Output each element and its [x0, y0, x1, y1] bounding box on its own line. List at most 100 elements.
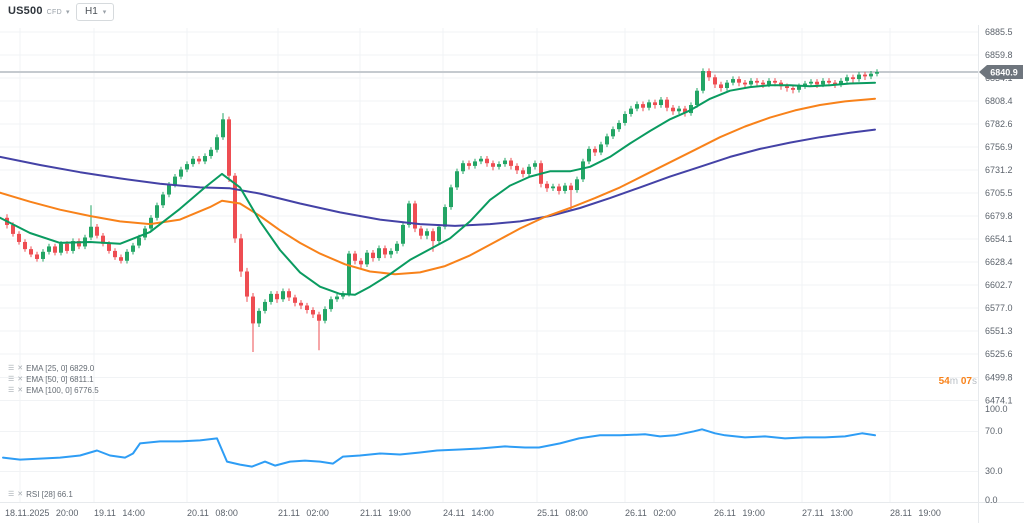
rsi-legend-row: ☰ ✕ RSI [28] 66.1 — [8, 489, 73, 500]
indicator-settings-icon[interactable]: ☰ — [8, 376, 15, 383]
candle-body — [809, 81, 813, 84]
candle-body — [407, 203, 411, 225]
candle-body — [875, 72, 879, 74]
candle-body — [395, 243, 399, 251]
candle-body — [239, 238, 243, 272]
price-axis-label: 6474.1 — [985, 395, 1013, 405]
time-axis-label: 20.11 08:00 — [187, 508, 238, 518]
candle-body — [653, 102, 657, 106]
candle-body — [17, 233, 21, 242]
candle-body — [113, 250, 117, 258]
candle-body — [365, 252, 369, 265]
ema-indicator-legend: ☰ ✕ EMA [25, 0] 6829.0 ☰ ✕ EMA [50, 0] 6… — [8, 363, 99, 396]
candle-body — [629, 108, 633, 114]
time-axis-label: 24.11 14:00 — [443, 508, 494, 518]
candle-body — [209, 149, 213, 157]
candle-body — [521, 170, 525, 174]
candle-body — [605, 136, 609, 145]
ema100-line — [0, 128, 876, 227]
candle-body — [11, 224, 15, 234]
rsi-axis-label: 0.0 — [985, 495, 998, 505]
candle-body — [293, 297, 297, 303]
candle-body — [797, 86, 801, 90]
countdown-minutes-unit: m — [949, 376, 959, 387]
ema25-line — [0, 81, 876, 296]
candle-body — [821, 80, 825, 85]
indicator-remove-icon[interactable]: ✕ — [17, 376, 24, 383]
candle-body — [467, 163, 471, 166]
candle-body — [359, 260, 363, 265]
candle-body — [233, 175, 237, 239]
candle-body — [107, 243, 111, 251]
time-axis-label: 26.11 19:00 — [714, 508, 765, 518]
ema100-legend-label: EMA [100, 0] 6776.5 — [26, 386, 99, 395]
price-axis-label: 6885.5 — [985, 27, 1013, 37]
candle-body — [833, 82, 837, 85]
candle-body — [665, 99, 669, 108]
candle-body — [791, 88, 795, 90]
instrument-type-label: CFD — [46, 8, 62, 16]
candle-body — [203, 156, 207, 162]
price-axis-label: 6859.8 — [985, 50, 1013, 60]
rsi-axis-label: 30.0 — [985, 466, 1003, 476]
candle-body — [575, 179, 579, 191]
candle-body — [587, 148, 591, 162]
candle-body — [503, 160, 507, 165]
candle-body — [419, 228, 423, 236]
candle-body — [557, 186, 561, 191]
candle-body — [101, 235, 105, 244]
timeframe-selector[interactable]: H1 ▾ — [76, 3, 115, 21]
candle-body — [737, 79, 741, 83]
price-axis-label: 6808.4 — [985, 96, 1013, 106]
candle-body — [659, 99, 663, 106]
candle-body — [275, 293, 279, 300]
candle-body — [803, 83, 807, 87]
price-axis-label: 6602.7 — [985, 280, 1013, 290]
price-axis-label: 6577.0 — [985, 303, 1013, 313]
candle-body — [569, 185, 573, 191]
price-axis-label: 6731.2 — [985, 165, 1013, 175]
price-axis-label: 6525.6 — [985, 349, 1013, 359]
candle-body — [641, 104, 645, 108]
candle-body — [269, 293, 273, 302]
candle-body — [125, 251, 129, 261]
candle-body — [317, 314, 321, 321]
indicator-remove-icon[interactable]: ✕ — [17, 365, 24, 372]
candle-body — [53, 246, 57, 253]
candle-body — [593, 148, 597, 153]
symbol-selector[interactable]: US500 CFD ▾ — [8, 5, 69, 17]
candle-body — [461, 163, 465, 172]
candle-body — [179, 169, 183, 177]
time-axis-label: 25.11 08:00 — [537, 508, 588, 518]
candle-body — [533, 163, 537, 167]
rsi-indicator-legend: ☰ ✕ RSI [28] 66.1 — [8, 489, 73, 500]
ema50-legend-row: ☰ ✕ EMA [50, 0] 6811.1 — [8, 374, 99, 385]
price-axis-label: 6782.6 — [985, 119, 1013, 129]
candle-body — [65, 243, 69, 251]
indicator-settings-icon[interactable]: ☰ — [8, 387, 15, 394]
candle-body — [449, 187, 453, 208]
indicator-remove-icon[interactable]: ✕ — [17, 387, 24, 394]
price-axis-label: 6654.1 — [985, 234, 1013, 244]
candle-body — [299, 302, 303, 306]
candle-body — [749, 80, 753, 85]
candle-body — [425, 231, 429, 236]
candle-body — [491, 163, 495, 167]
indicator-settings-icon[interactable]: ☰ — [8, 365, 15, 372]
candle-body — [671, 107, 675, 112]
time-axis-label: 18.11.2025 20:00 — [5, 508, 78, 518]
time-axis-label: 26.11 02:00 — [625, 508, 676, 518]
indicator-settings-icon[interactable]: ☰ — [8, 491, 15, 498]
candle-body — [437, 226, 441, 242]
candle-body — [683, 108, 687, 114]
candle-body — [767, 80, 771, 85]
rsi-axis-label: 70.0 — [985, 426, 1003, 436]
time-axis-label: 27.11 13:00 — [802, 508, 853, 518]
candle-body — [23, 241, 27, 250]
time-axis-label: 28.11 19:00 — [890, 508, 941, 518]
candle-body — [485, 158, 489, 164]
candle-body — [545, 183, 549, 189]
time-axis-label: 21.11 02:00 — [278, 508, 329, 518]
indicator-remove-icon[interactable]: ✕ — [17, 491, 24, 498]
